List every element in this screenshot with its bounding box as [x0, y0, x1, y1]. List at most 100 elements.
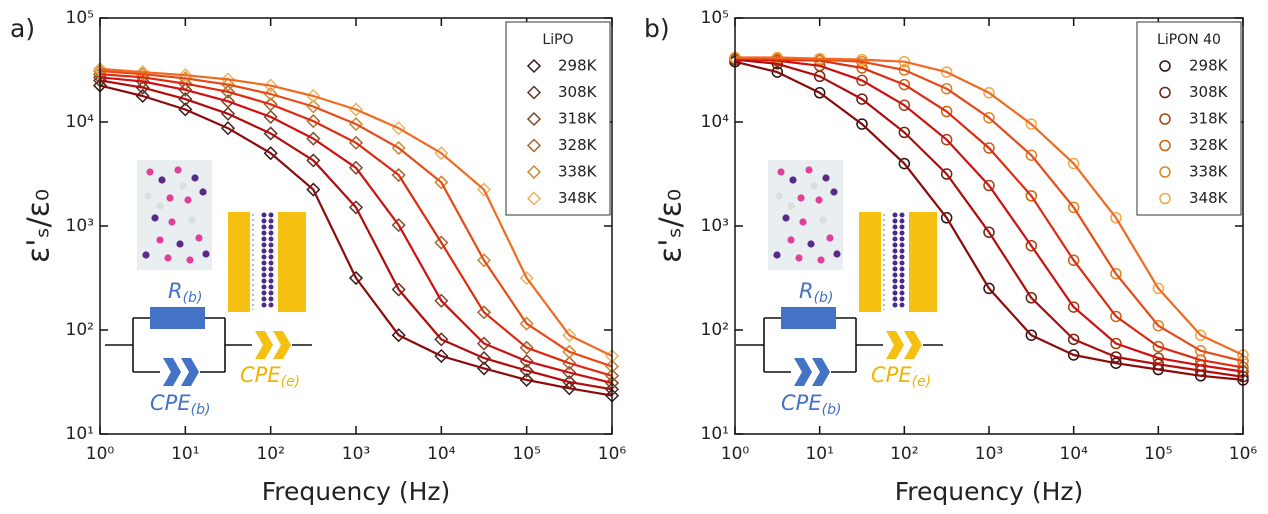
inset-label-sub: (b) [814, 290, 834, 306]
atom [166, 194, 174, 202]
atom [817, 256, 825, 264]
x-tick-label: 10¹ [805, 444, 833, 464]
atom [773, 251, 781, 259]
data-point [813, 87, 826, 99]
legend-marker [1159, 113, 1171, 125]
x-tick-label: 10⁶ [1229, 444, 1258, 464]
inset-label-main: CPE [781, 391, 822, 415]
x-tick-label: 10⁵ [1144, 444, 1172, 464]
cpe-symbol [812, 358, 830, 386]
legend-box [1136, 21, 1242, 216]
inset-label: CPE(b) [150, 391, 210, 418]
data-point [898, 126, 911, 139]
fit-line [99, 73, 613, 377]
data-point [983, 87, 995, 99]
legend-label: 318K [1189, 110, 1229, 128]
data-point [1152, 282, 1165, 295]
atom [191, 174, 199, 182]
y-axis-title: ε'ₛ/ε₀ [22, 189, 57, 263]
data-point [1152, 319, 1165, 332]
legend-marker [526, 191, 542, 206]
legend-label: 348K [1189, 189, 1229, 207]
data-point [940, 133, 953, 146]
y-tick-label: 10⁴ [66, 112, 95, 132]
cpe-symbol [886, 331, 904, 359]
fit-line [99, 79, 613, 391]
cpe-symbol [255, 331, 273, 359]
inset-label-sub: (e) [281, 374, 301, 390]
data-point [178, 82, 193, 97]
atom [174, 166, 182, 174]
atom [199, 188, 207, 196]
atom [799, 218, 807, 226]
data-point [1194, 329, 1207, 341]
atom [156, 236, 164, 244]
x-tick-label: 10⁰ [721, 444, 750, 464]
y-tick-label: 10¹ [701, 424, 729, 444]
data-point [391, 328, 406, 343]
data-point [1025, 190, 1038, 202]
legend-marker [526, 111, 542, 127]
atom [787, 236, 795, 244]
atom [146, 168, 154, 176]
x-tick-label: 10⁶ [598, 444, 627, 464]
panel-label: a) [10, 14, 35, 43]
inset-label-main: CPE [871, 363, 912, 387]
y-tick-label: 10⁵ [66, 8, 94, 28]
atom [833, 250, 841, 258]
y-tick-label: 10⁵ [701, 8, 729, 28]
x-tick-label: 10² [890, 444, 918, 464]
y-axis-title: ε'ₛ/ε₀ [654, 189, 689, 263]
data-point [1025, 239, 1038, 252]
legend-label: 338K [558, 163, 598, 181]
inset-label-main: CPE [150, 391, 191, 415]
cpe-symbol [273, 331, 291, 359]
molecule-image [768, 160, 843, 270]
data-point [476, 336, 492, 351]
atom [777, 168, 785, 176]
data-point [1110, 337, 1122, 350]
legend-marker [1159, 60, 1171, 72]
data-point [983, 282, 995, 295]
atom [805, 166, 813, 174]
legend-label: 308K [558, 83, 598, 101]
atom [176, 240, 184, 248]
fit-line [734, 57, 1244, 373]
inset-label: CPE(e) [240, 363, 300, 390]
atom [151, 214, 159, 222]
atom [158, 176, 166, 184]
data-point [898, 78, 911, 91]
x-axis-title: Frequency (Hz) [895, 477, 1084, 506]
data-point [562, 328, 577, 343]
inset-label-main: CPE [240, 363, 281, 387]
atom [164, 254, 172, 262]
y-tick-label: 10² [701, 320, 729, 340]
data-point [220, 77, 236, 92]
data-point [348, 200, 364, 215]
data-point [1025, 292, 1038, 304]
data-point [1067, 201, 1080, 214]
atom [830, 188, 838, 196]
panel-label: b) [644, 14, 670, 43]
legend-marker [526, 164, 542, 180]
atom [775, 192, 783, 200]
y-tick-label: 10² [66, 320, 94, 340]
molecule-image [137, 160, 212, 270]
data-point [856, 74, 868, 87]
legend-marker [526, 85, 542, 100]
x-axis-title: Frequency (Hz) [262, 477, 451, 506]
atom [195, 234, 203, 242]
atom [826, 234, 834, 242]
cpe-symbol [181, 358, 199, 386]
data-point [1067, 301, 1080, 313]
atom [795, 254, 803, 262]
data-point [220, 84, 236, 99]
electrode [278, 212, 306, 312]
atom [186, 256, 194, 264]
atom [179, 182, 187, 190]
data-point [983, 142, 995, 154]
legend-marker [1159, 86, 1171, 99]
inset-label: R(b) [168, 279, 202, 306]
data-point [476, 253, 492, 268]
data-point [940, 105, 953, 118]
